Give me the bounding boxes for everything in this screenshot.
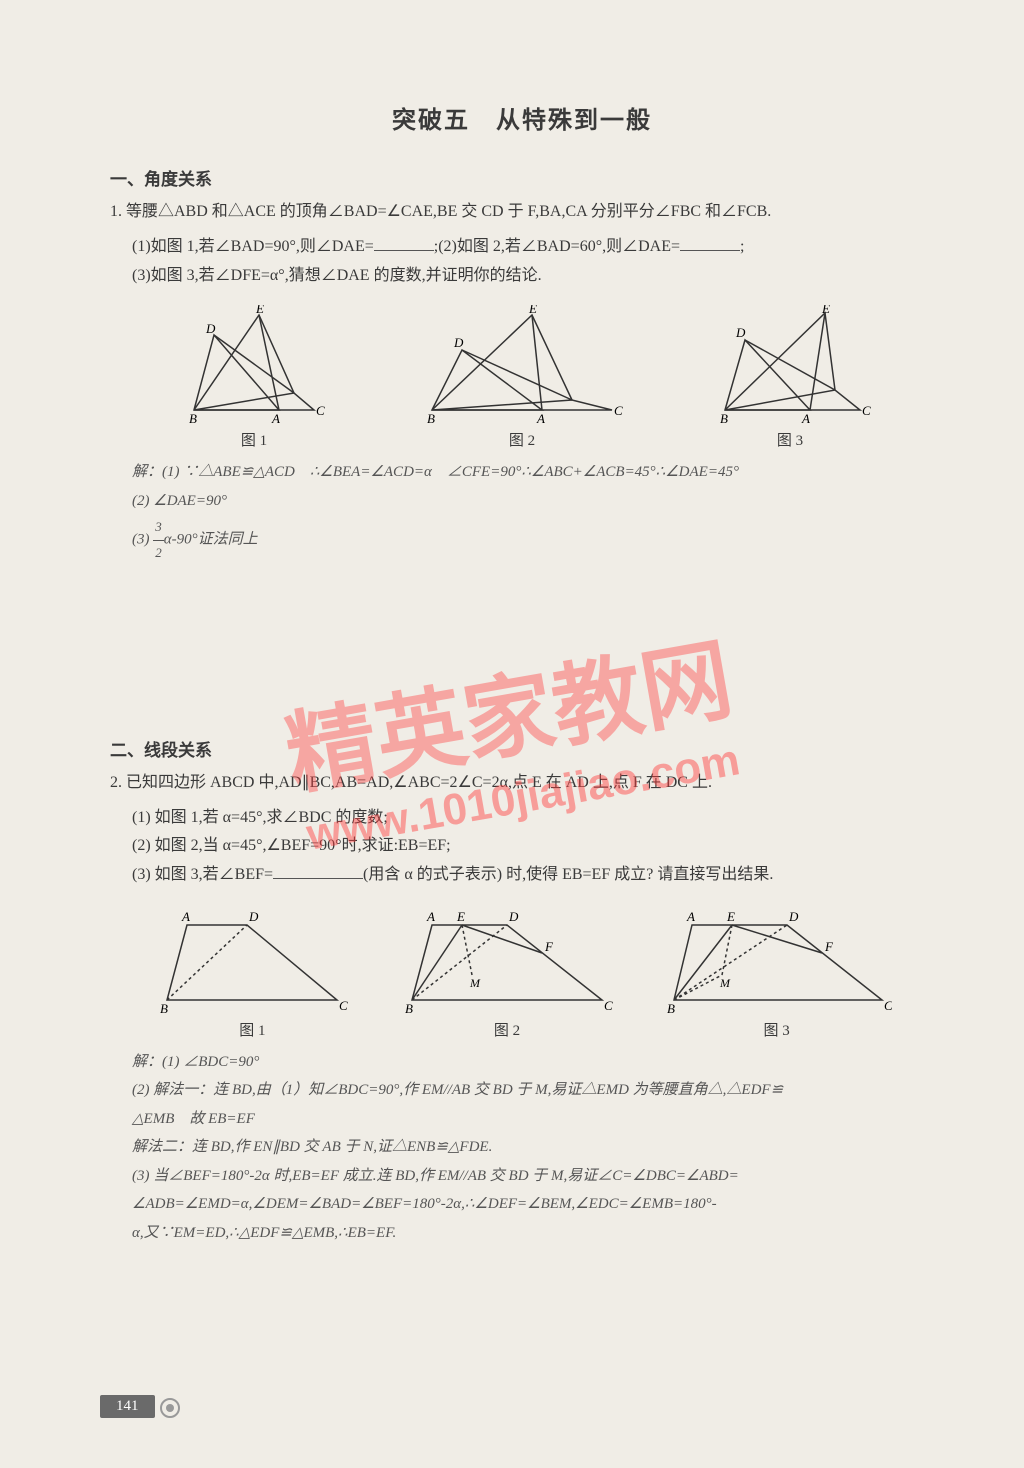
fig1-2-label: 图 2 (412, 429, 632, 450)
figure-1-1: B D E A C 图 1 (164, 305, 344, 450)
svg-text:B: B (720, 411, 728, 425)
solution-2-2a: (2) 解法一：连 BD,由（1）知∠BDC=90°,作 EM//AB 交 BD… (110, 1076, 934, 1105)
problem-1: 1. 等腰△ABD 和△ACE 的顶角∠BAD=∠CAE,BE 交 CD 于 F… (110, 198, 934, 227)
page-circle-icon (160, 1398, 180, 1418)
section1-header: 一、角度关系 (110, 165, 934, 190)
solution-2-2b: △EMB 故 EB=EF (110, 1105, 934, 1134)
svg-text:B: B (667, 1001, 675, 1015)
svg-text:E: E (528, 305, 537, 316)
svg-text:M: M (719, 976, 731, 990)
svg-text:A: A (801, 411, 810, 425)
fig2-2-label: 图 2 (397, 1019, 617, 1040)
svg-text:E: E (821, 305, 830, 316)
svg-text:E: E (726, 909, 735, 924)
svg-text:D: D (788, 909, 799, 924)
problem-2-q1: (1) 如图 1,若 α=45°,求∠BDC 的度数; (110, 804, 934, 833)
svg-text:A: A (271, 411, 280, 425)
problem-1-q1: (1)如图 1,若∠BAD=90°,则∠DAE=;(2)如图 2,若∠BAD=6… (110, 233, 934, 262)
fig1-1-label: 图 1 (164, 429, 344, 450)
svg-text:D: D (248, 909, 259, 924)
svg-text:A: A (686, 909, 695, 924)
svg-text:A: A (426, 909, 435, 924)
page-number-badge: 141 (100, 1395, 155, 1418)
page-title: 突破五 从特殊到一般 (110, 100, 934, 135)
problem-1-num: 1. (110, 203, 122, 220)
svg-text:D: D (205, 321, 216, 336)
blank-1 (374, 233, 434, 251)
svg-text:E: E (456, 909, 465, 924)
svg-text:F: F (824, 939, 834, 954)
problem-1-q3: (3)如图 3,若∠DFE=α°,猜想∠DAE 的度数,并证明你的结论. (110, 262, 934, 291)
problem-2-q3: (3) 如图 3,若∠BEF=(用含 α 的式子表示) 时,使得 EB=EF 成… (110, 861, 934, 890)
solution-1-2: (2) ∠DAE=90° (110, 487, 934, 516)
svg-text:A: A (536, 411, 545, 425)
figure-2-3: A E D F M B C 图 3 (662, 905, 892, 1040)
solution-2-3b: ∠ADB=∠EMD=α,∠DEM=∠BAD=∠BEF=180°-2α,∴∠DEF… (110, 1190, 934, 1219)
solution-2-3a: (3) 当∠BEF=180°-2α 时,EB=EF 成立.连 BD,作 EM//… (110, 1162, 934, 1191)
fig2-3-label: 图 3 (662, 1019, 892, 1040)
figure-2-2: A E D F M B C 图 2 (397, 905, 617, 1040)
svg-text:D: D (508, 909, 519, 924)
svg-text:M: M (469, 976, 481, 990)
solution-2-2c: 解法二：连 BD,作 EN∥BD 交 AB 于 N,证△ENB≌△FDE. (110, 1133, 934, 1162)
svg-text:A: A (181, 909, 190, 924)
fig1-3-label: 图 3 (700, 429, 880, 450)
problem-2-q2: (2) 如图 2,当 α=45°,∠BEF=90°时,求证:EB=EF; (110, 832, 934, 861)
blank-2 (680, 233, 740, 251)
svg-text:C: C (604, 998, 613, 1013)
solution-2: 解：(1) ∠BDC=90° (110, 1048, 934, 1077)
section2-figures: A D B C 图 1 A E D F M B C 图 2 (110, 905, 934, 1040)
svg-text:B: B (160, 1001, 168, 1015)
svg-text:B: B (189, 411, 197, 425)
svg-text:C: C (316, 403, 325, 418)
svg-text:C: C (339, 998, 348, 1013)
svg-text:F: F (544, 939, 554, 954)
svg-text:D: D (735, 325, 746, 340)
problem-2-text: 已知四边形 ABCD 中,AD∥BC,AB=AD,∠ABC=2∠C=2α,点 E… (126, 774, 712, 791)
blank-3 (273, 861, 363, 879)
svg-text:E: E (255, 305, 264, 316)
problem-2-num: 2. (110, 774, 122, 791)
fig2-1-label: 图 1 (152, 1019, 352, 1040)
section2-header: 二、线段关系 (110, 736, 934, 761)
section1-figures: B D E A C 图 1 B D E A C 图 2 (110, 305, 934, 450)
svg-text:C: C (614, 403, 623, 418)
svg-text:B: B (405, 1001, 413, 1015)
problem-2: 2. 已知四边形 ABCD 中,AD∥BC,AB=AD,∠ABC=2∠C=2α,… (110, 769, 934, 798)
svg-text:B: B (427, 411, 435, 425)
svg-text:D: D (453, 335, 464, 350)
figure-1-3: B D E A C 图 3 (700, 305, 880, 450)
solution-1-3: (3) 32α-90°证法同上 (110, 515, 934, 565)
figure-2-1: A D B C 图 1 (152, 905, 352, 1040)
solution-2-3c: α,又∵EM=ED,∴△EDF≌△EMB,∴EB=EF. (110, 1219, 934, 1248)
svg-text:C: C (884, 998, 892, 1013)
problem-1-text: 等腰△ABD 和△ACE 的顶角∠BAD=∠CAE,BE 交 CD 于 F,BA… (126, 203, 771, 220)
solution-1: 解：(1) ∵△ABE≌△ACD ∴∠BEA=∠ACD=α ∠CFE=90°∴∠… (110, 458, 934, 487)
svg-text:C: C (862, 403, 871, 418)
figure-1-2: B D E A C 图 2 (412, 305, 632, 450)
